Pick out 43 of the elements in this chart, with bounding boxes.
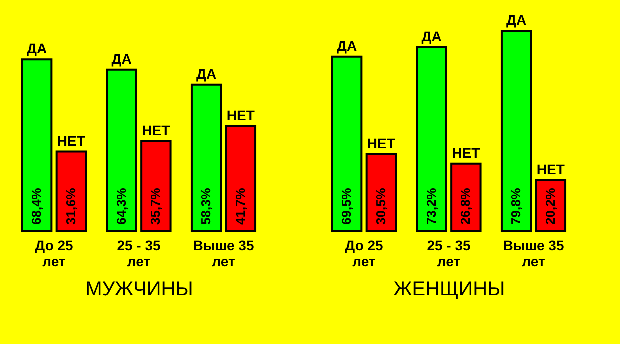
data-label: 58,3% xyxy=(198,188,214,225)
bar xyxy=(366,154,398,232)
text: НЕТ xyxy=(142,122,170,139)
bar xyxy=(190,84,222,232)
bar xyxy=(416,46,448,232)
series-label: ДА xyxy=(27,40,48,57)
text: ДА xyxy=(112,50,132,67)
data-label: 31,6% xyxy=(63,188,78,225)
bar xyxy=(140,140,172,232)
x-tick-label: 25 - 35 лет xyxy=(427,238,472,270)
bar xyxy=(21,58,53,232)
text: ДА xyxy=(506,12,527,28)
text: НЕТ xyxy=(452,144,480,161)
bar xyxy=(56,150,88,232)
data-label: 26,8% xyxy=(458,188,474,225)
data-label: 69,5% xyxy=(339,188,354,225)
x-tick-label: До 25 лет xyxy=(35,238,74,270)
text: ДА xyxy=(422,28,442,45)
data-label: 68,4% xyxy=(29,188,44,225)
data-label: 73,2% xyxy=(424,188,439,225)
text: ДА xyxy=(196,66,217,82)
x-axis-title: МУЖЧИНЫ xyxy=(86,278,194,300)
x-axis-title: ЖЕНЩИНЫ xyxy=(394,278,506,300)
text: НЕТ xyxy=(536,161,565,178)
x-tick-label: Выше 35 лет xyxy=(193,238,254,270)
x-tick-label: Выше 35 лет xyxy=(503,238,564,270)
x-tick-label: До 25 лет xyxy=(345,238,384,270)
bar xyxy=(450,162,482,232)
bar xyxy=(106,68,138,232)
series-label: НЕТ xyxy=(367,136,396,152)
x-tick-label: 25 - 35 лет xyxy=(117,238,162,270)
data-label: 79,8% xyxy=(508,188,524,225)
data-label: 30,5% xyxy=(373,188,388,225)
text: НЕТ xyxy=(226,107,255,124)
data-label: 41,7% xyxy=(232,188,248,225)
bar xyxy=(331,56,363,232)
data-label: 64,3% xyxy=(114,188,129,225)
bar xyxy=(225,125,257,232)
data-label: 20,2% xyxy=(542,188,558,225)
bar xyxy=(500,30,532,232)
data-label: 35,7% xyxy=(148,188,164,225)
series-label: ДА xyxy=(337,38,358,54)
series-label: НЕТ xyxy=(57,132,86,149)
